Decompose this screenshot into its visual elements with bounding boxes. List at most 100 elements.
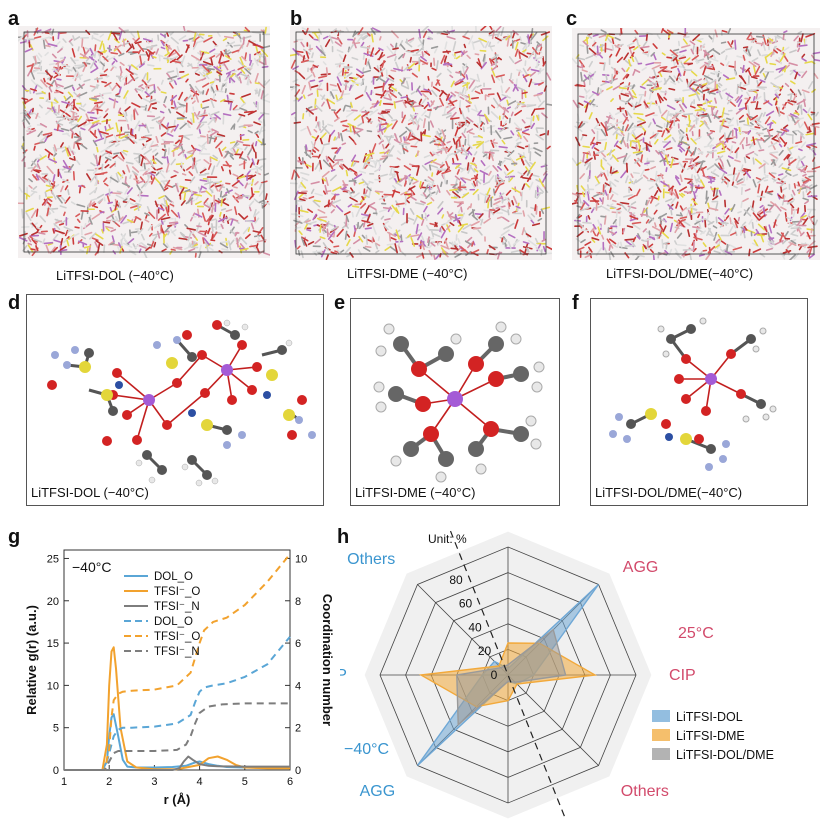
molecule-bond <box>507 209 510 216</box>
molecule-bond <box>423 88 431 93</box>
molecule-bond <box>525 182 531 189</box>
molecule-bond <box>490 153 494 162</box>
molecule-bond <box>696 179 702 183</box>
molecule-bond <box>243 110 254 114</box>
molecule-bond <box>409 38 415 44</box>
molecule-bond <box>657 93 662 104</box>
molecule-bond <box>628 46 635 49</box>
molecule-bond <box>298 192 305 199</box>
molecule-bond <box>305 222 312 225</box>
molecule-bond <box>418 98 423 105</box>
molecule-bond <box>346 239 351 247</box>
molecule-bond <box>348 84 353 91</box>
molecule-bond <box>52 233 59 241</box>
molecule-bond <box>290 85 297 91</box>
molecule-bond <box>353 126 364 131</box>
molecule-bond <box>603 172 608 181</box>
molecule-bond <box>615 47 621 57</box>
molecule-bond <box>517 171 524 176</box>
molecule-bond <box>635 151 643 156</box>
molecule-bond <box>104 108 109 113</box>
molecule-bond <box>498 176 505 183</box>
molecule-bond <box>653 190 659 197</box>
molecule-bond <box>200 190 207 193</box>
molecule-bond <box>533 147 543 153</box>
molecule-bond <box>303 239 308 247</box>
molecule-bond <box>661 231 670 239</box>
molecule-bond <box>115 92 120 96</box>
molecule-bond <box>741 131 750 134</box>
molecule-bond <box>785 249 790 254</box>
molecule-bond <box>184 179 192 182</box>
molecule-bond <box>792 208 796 218</box>
molecule-bond <box>514 109 523 116</box>
molecule-bond <box>501 198 505 204</box>
molecule-bond <box>415 85 421 93</box>
molecule-bond <box>239 133 245 137</box>
molecule-bond <box>397 150 402 155</box>
molecule-bond <box>188 37 195 41</box>
molecule-bond <box>334 158 344 162</box>
molecule-bond <box>536 95 542 103</box>
molecule-bond <box>370 89 373 96</box>
molecule-bond <box>441 225 446 232</box>
molecule-bond <box>182 26 186 31</box>
molecule-bond <box>133 178 140 182</box>
molecule-bond <box>258 112 266 120</box>
molecule-bond <box>322 190 327 195</box>
molecule-bond <box>388 145 395 154</box>
molecule-bond <box>35 54 41 61</box>
molecule-bond <box>403 100 414 104</box>
molecule-bond <box>152 55 157 59</box>
molecule-bond <box>358 235 364 243</box>
molecule-bond <box>648 236 656 241</box>
molecule-bond <box>66 147 72 157</box>
molecule-bond <box>202 90 205 95</box>
molecule-bond <box>107 30 113 41</box>
molecule-bond <box>352 76 360 83</box>
molecule-bond <box>339 165 344 170</box>
molecule-bond <box>689 40 696 46</box>
molecule-bond <box>458 136 461 148</box>
molecule-bond <box>157 119 163 123</box>
molecule-bond <box>186 165 192 171</box>
caption-e: LiTFSI-DME (−40°C) <box>355 485 476 500</box>
molecule-bond <box>24 98 33 104</box>
molecule-bond <box>782 250 792 254</box>
molecule-bond <box>493 200 501 206</box>
molecule-bond <box>768 203 775 211</box>
molecule-bond <box>213 136 218 143</box>
molecule-bond <box>588 92 596 100</box>
molecule-bond <box>696 88 704 94</box>
molecule-bond <box>54 229 66 235</box>
molecule-bond <box>128 65 131 71</box>
molecule-bond <box>197 136 205 139</box>
molecule-bond <box>622 73 629 80</box>
molecule-bond <box>798 244 808 247</box>
molecule-bond <box>726 117 732 121</box>
molecule-bond <box>611 211 621 214</box>
molecule-bond <box>376 119 383 128</box>
molecule-bond <box>375 74 383 82</box>
molecule-bond <box>382 206 393 210</box>
molecule-bond <box>212 154 218 160</box>
molecule-bond <box>604 80 610 84</box>
molecule-bond <box>422 30 428 39</box>
molecule-bond <box>78 186 82 194</box>
molecule-bond <box>526 104 537 108</box>
molecule-bond <box>415 202 425 206</box>
molecule-bond <box>159 110 165 114</box>
molecule-bond <box>619 246 628 250</box>
molecule-bond <box>692 155 700 162</box>
molecule-bond <box>603 183 608 190</box>
molecule-bond <box>781 195 786 206</box>
molecule-bond <box>354 203 362 206</box>
molecule-bond <box>572 99 579 109</box>
molecule-bond <box>649 89 654 93</box>
molecule-bond <box>99 33 105 38</box>
molecule-bond <box>782 54 789 62</box>
molecule-bond <box>264 56 267 66</box>
molecule-bond <box>62 66 73 72</box>
molecule-bond <box>479 40 485 48</box>
molecule-bond <box>335 204 344 213</box>
